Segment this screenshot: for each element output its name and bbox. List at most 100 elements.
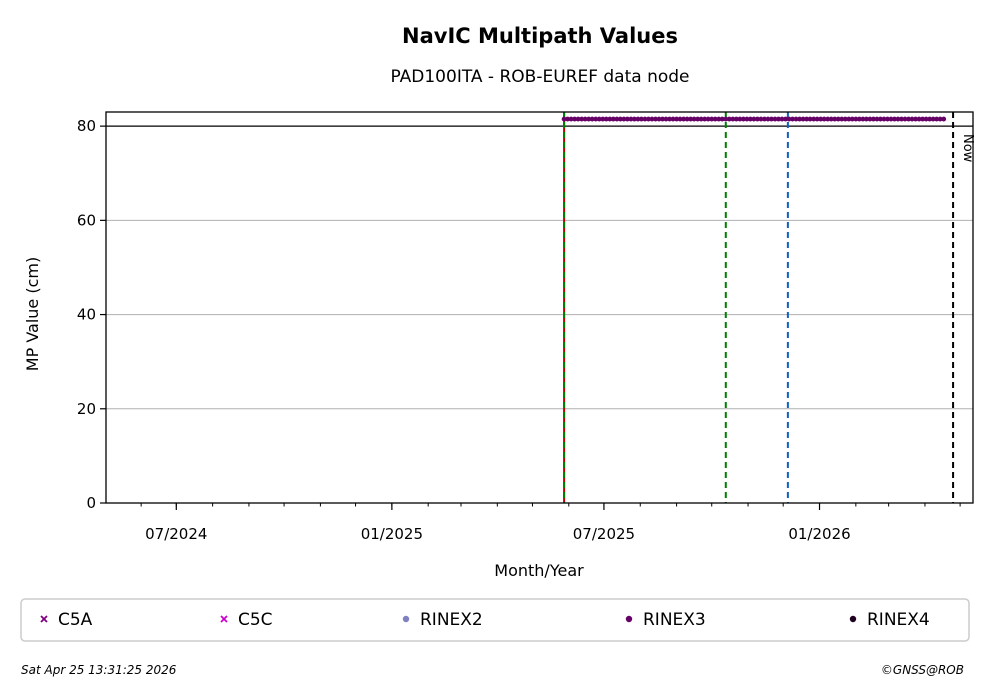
data-point-rinex3 [909,116,915,122]
data-point-rinex3 [807,116,813,122]
data-point-rinex3 [705,116,711,122]
data-point-rinex3 [895,116,901,122]
legend-label-rinex3: RINEX3 [643,610,706,630]
data-point-rinex3 [783,116,788,122]
data-point-rinex3 [832,116,838,122]
data-point-rinex3 [779,116,785,122]
data-point-rinex3 [828,116,834,122]
data-point-rinex3 [632,116,637,122]
data-point-rinex3 [565,116,571,122]
footer-copyright: ©GNSS@ROB [881,663,964,677]
legend-label-rinex4: RINEX4 [867,610,930,630]
data-point-rinex3 [572,116,578,122]
y-tick-label: 60 [77,211,96,229]
data-point-rinex3 [769,116,774,122]
data-point-rinex3 [684,116,690,122]
data-point-rinex3 [941,116,947,122]
data-point-rinex3 [853,116,859,122]
data-point-rinex3 [762,116,767,122]
data-point-rinex3 [719,116,725,122]
legend-marker-stroke [220,615,228,623]
data-point-rinex3 [589,116,595,122]
data-point-rinex3 [800,116,806,122]
data-point-rinex3 [772,116,778,122]
data-point-rinex3 [871,116,876,122]
data-point-rinex3 [663,116,669,122]
data-point-rinex3 [582,116,588,122]
data-point-rinex3 [733,116,739,122]
data-point-rinex3 [646,116,651,122]
data-point-rinex3 [607,116,613,122]
plot-frame [105,111,974,504]
data-point-rinex3 [913,116,918,122]
data-point-rinex3 [593,116,599,122]
data-point-rinex3 [930,116,936,122]
data-point-rinex3 [937,116,943,122]
data-point-rinex3 [656,116,662,122]
data-point-rinex3 [649,116,655,122]
data-point-rinex3 [747,116,753,122]
data-point-rinex3 [674,116,679,122]
data-point-rinex3 [614,116,620,122]
data-point-rinex3 [811,116,817,122]
data-point-rinex3 [586,116,592,122]
data-point-rinex3 [867,116,873,122]
data-point-rinex3 [642,116,648,122]
data-point-rinex3 [927,116,933,122]
legend-label-c5a: C5A [58,610,93,630]
data-point-rinex3 [797,116,802,122]
data-point-rinex3 [617,116,623,122]
y-axis-label: MP Value (cm) [23,257,42,371]
legend-label-rinex2: RINEX2 [420,610,483,630]
data-point-rinex3 [670,116,676,122]
data-point-rinex3 [751,116,757,122]
data-point-rinex3 [737,116,743,122]
data-point-rinex3 [842,116,848,122]
grid-layer [106,125,973,410]
data-point-rinex3 [695,116,701,122]
data-point-rinex3 [849,116,855,122]
data-point-rinex3 [639,116,644,122]
data-point-rinex3 [860,116,866,122]
data-point-rinex3 [635,116,641,122]
data-point-rinex3 [688,116,694,122]
data-point-rinex3 [825,116,831,122]
data-point-rinex3 [575,116,581,122]
legend-marker-rinex4 [849,615,857,623]
data-point-rinex3 [814,116,820,122]
data-point-rinex3 [881,116,887,122]
legend-marker-stroke [40,615,48,623]
data-point-rinex3 [740,116,746,122]
data-point-rinex3 [730,116,736,122]
axis-ticks: 0 20 40 60 80 07/2024 01/2025 07/2025 01/2026 [77,117,961,543]
data-point-rinex3 [561,116,567,122]
data-point-rinex3 [885,116,890,122]
data-point-rinex3 [744,116,750,122]
y-tick-label: 80 [77,117,96,135]
data-point-rinex3 [934,116,940,122]
data-point-rinex3 [702,116,708,122]
legend-marker-c5c [220,615,228,623]
data-point-rinex3 [906,116,911,122]
legend-box [20,598,970,642]
data-point-rinex3 [698,116,704,122]
data-point-rinex3 [835,116,841,122]
vertical-markers: Now [563,112,975,503]
data-point-rinex3 [568,116,574,122]
data-point-rinex3 [863,116,869,122]
data-point-rinex3 [600,116,606,122]
legend-label-c5c: C5C [238,610,273,630]
data-point-rinex3 [878,116,883,122]
data-point-rinex3 [818,116,824,122]
data-point-rinex3 [892,116,897,122]
data-points [561,116,947,122]
data-point-rinex3 [726,116,732,122]
data-point-rinex3 [755,116,760,122]
data-point-rinex3 [723,116,729,122]
data-point-rinex3 [758,116,764,122]
data-point-rinex3 [667,116,672,122]
data-point-rinex3 [856,116,862,122]
data-point-rinex3 [786,116,792,122]
legend: C5A C5C RINEX2 RINEX3 RINEX4 [40,610,930,630]
y-tick-label: 0 [86,494,96,512]
